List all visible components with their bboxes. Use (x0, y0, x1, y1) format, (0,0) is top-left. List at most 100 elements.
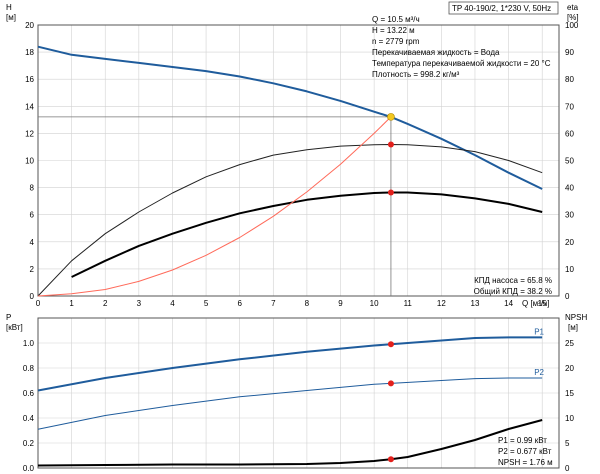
left-tick-label: 0.6 (23, 389, 35, 398)
total-efficiency-curve (71, 191, 543, 278)
bottom-right-axis-unit: [м] (568, 323, 578, 332)
left-tick-label: 0.0 (23, 464, 35, 473)
x-tick-label: 4 (170, 299, 175, 308)
x-tick-label: 12 (437, 299, 446, 308)
right-tick-label: 10 (565, 265, 574, 274)
top-chart-markers (387, 113, 395, 196)
top-right-axis-unit: [%] (567, 13, 579, 22)
system-curve (37, 116, 392, 297)
bottom-left-axis-unit: [кВт] (6, 323, 23, 332)
x-tick-label: 5 (204, 299, 209, 308)
operating-point-marker (387, 380, 394, 387)
top-right-axis-title: eta (567, 3, 579, 12)
efficiency-marker (387, 141, 394, 148)
power-info: P1 = 0.99 кВт P2 = 0.677 кВт NPSH = 1.76… (498, 436, 553, 467)
right-tick-label: 5 (565, 439, 570, 448)
left-tick-label: 6 (30, 211, 35, 220)
x-tick-label: 1 (69, 299, 74, 308)
top-left-axis-ticks: 0 2 4 6 8 10 12 14 16 18 20 (25, 21, 34, 301)
left-tick-label: 14 (25, 102, 34, 111)
efficiency-info: КПД насоса = 65.8 % Общий КПД = 38.2 % (474, 276, 552, 296)
right-tick-label: 50 (565, 157, 574, 166)
x-tick-label: 8 (305, 299, 310, 308)
right-tick-label: 25 (565, 339, 574, 348)
right-tick-label: 20 (565, 364, 574, 373)
top-left-axis-unit: [м] (6, 13, 16, 22)
x-tick-label: 11 (404, 299, 413, 308)
header-box (448, 1, 559, 15)
left-tick-label: 20 (25, 21, 34, 30)
left-tick-label: 4 (30, 238, 35, 247)
right-tick-label: 30 (565, 211, 574, 220)
info-p2: P2 = 0.677 кВт (498, 447, 552, 456)
left-tick-label: 16 (25, 75, 34, 84)
info-q: Q = 10.5 м³/ч (372, 15, 420, 24)
x-tick-label: 2 (103, 299, 108, 308)
head-curve (37, 45, 543, 190)
left-tick-label: 2 (30, 265, 35, 274)
x-tick-label: 3 (137, 299, 142, 308)
info-p1: P1 = 0.99 кВт (498, 436, 547, 445)
x-tick-label: 0 (36, 299, 41, 308)
top-right-axis-ticks: 0 10 20 30 40 50 60 70 80 90 100 (565, 21, 579, 301)
left-tick-label: 18 (25, 48, 34, 57)
left-tick-label: 8 (30, 184, 35, 193)
right-tick-label: 70 (565, 102, 574, 111)
bottom-right-axis-ticks: 0 5 10 15 20 25 (565, 339, 574, 473)
info-pump-efficiency: КПД насоса = 65.8 % (474, 276, 552, 285)
info-temperature: Температура перекачиваемой жидкости = 20… (372, 59, 551, 68)
bottom-chart-series: P1 P2 (37, 327, 545, 467)
left-tick-label: 10 (25, 157, 34, 166)
top-x-axis-ticks: 0 1 2 3 4 5 6 7 8 9 10 11 12 13 14 15 (36, 299, 547, 308)
info-n: n = 2779 rpm (372, 37, 420, 46)
p2-curve (37, 377, 543, 430)
bottom-right-axis-title: NPSH (565, 313, 587, 322)
left-tick-label: 1.0 (23, 339, 35, 348)
x-tick-label: 7 (271, 299, 276, 308)
bottom-left-axis-ticks: 0.0 0.2 0.4 0.6 0.8 1.0 (23, 339, 35, 473)
top-left-axis-title: H (6, 3, 12, 12)
info-npsh: NPSH = 1.76 м (498, 458, 553, 467)
info-density: Плотность = 998.2 кг/м³ (372, 70, 460, 79)
duty-point-marker (387, 113, 395, 121)
duty-point-info: Q = 10.5 м³/ч H = 13.22 м n = 2779 rpm П… (372, 15, 551, 79)
top-chart-series (37, 45, 543, 297)
p1-curve (37, 336, 543, 392)
right-tick-label: 80 (565, 75, 574, 84)
efficiency-marker (387, 189, 394, 196)
bottom-chart: 0.0 0.2 0.4 0.6 0.8 1.0 0 5 10 15 20 25 P [кВт] NP… (6, 313, 587, 473)
series-label-p1: P1 (534, 327, 544, 336)
x-tick-label: 9 (338, 299, 343, 308)
bottom-left-axis-title: P (6, 313, 11, 322)
info-total-efficiency: Общий КПД = 38.2 % (474, 287, 552, 296)
right-tick-label: 20 (565, 238, 574, 247)
right-tick-label: 100 (565, 21, 579, 30)
right-tick-label: 90 (565, 48, 574, 57)
x-axis-label: Q [м³/ч] (522, 299, 549, 308)
x-tick-label: 15 (538, 299, 547, 308)
x-tick-label: 6 (237, 299, 242, 308)
operating-point-marker (387, 341, 394, 348)
pump-efficiency-curve (37, 144, 543, 297)
left-tick-label: 0.8 (23, 364, 35, 373)
x-tick-label: 10 (370, 299, 379, 308)
x-tick-label: 14 (504, 299, 513, 308)
right-tick-label: 60 (565, 129, 574, 138)
series-label-p2: P2 (534, 368, 544, 377)
left-tick-label: 0.2 (23, 439, 35, 448)
npsh-curve (37, 419, 543, 467)
operating-point-marker (387, 456, 394, 463)
bottom-chart-frame (37, 317, 560, 469)
x-tick-label: 13 (471, 299, 480, 308)
top-chart-frame (37, 24, 560, 297)
info-h: H = 13.22 м (372, 26, 415, 35)
right-tick-label: 0 (565, 292, 570, 301)
right-tick-label: 0 (565, 464, 570, 473)
right-tick-label: 40 (565, 184, 574, 193)
left-tick-label: 0.4 (23, 414, 35, 423)
header-label: TP 40-190/2, 1*230 V, 50Hz (452, 4, 551, 13)
right-tick-label: 10 (565, 414, 574, 423)
bottom-chart-markers (387, 341, 394, 463)
